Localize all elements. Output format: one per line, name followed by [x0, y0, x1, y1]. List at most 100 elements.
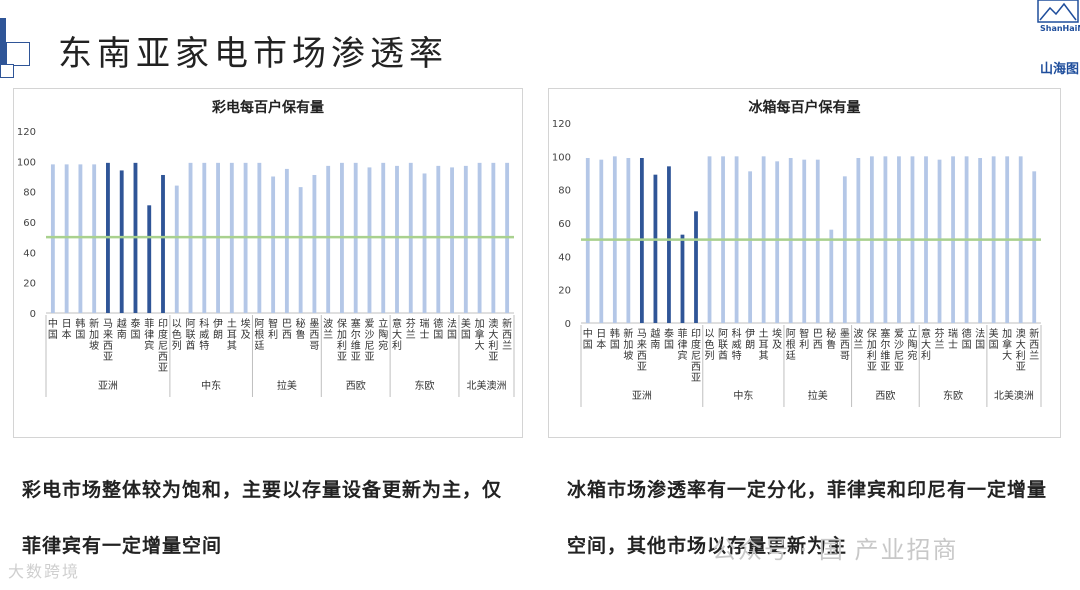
bar-意大利 — [395, 165, 399, 313]
category-label-中国: 国 — [583, 339, 593, 351]
bar-瑞士 — [422, 173, 427, 313]
bar-秘鲁 — [829, 229, 834, 323]
category-label-德国: 国 — [962, 339, 972, 351]
group-label-中东: 中东 — [733, 389, 753, 402]
category-label-美国: 国 — [461, 329, 471, 341]
bar-以色列 — [174, 185, 179, 313]
bar-印度尼西亚 — [161, 174, 165, 313]
category-label-巴西: 巴 — [282, 318, 292, 330]
category-label-保加利亚: 保 — [337, 317, 347, 330]
y-tick-label: 20 — [558, 286, 571, 297]
category-label-新西兰: 兰 — [1029, 349, 1039, 362]
category-label-以色列: 以 — [705, 329, 715, 340]
category-label-以色列: 以 — [172, 319, 182, 330]
category-label-意大利: 利 — [921, 350, 931, 362]
category-label-土耳其: 其 — [227, 340, 237, 352]
category-label-新西兰: 新 — [1029, 327, 1039, 340]
category-label-墨西哥: 西 — [840, 340, 850, 351]
category-label-新加坡: 新 — [89, 317, 99, 330]
category-label-菲律宾: 菲 — [144, 318, 154, 330]
category-label-波兰: 波 — [853, 327, 863, 340]
logo-text: ShanHaiM — [1040, 24, 1080, 33]
group-label-西欧: 西欧 — [875, 390, 895, 402]
group-label-北美澳洲: 北美澳洲 — [994, 389, 1034, 402]
category-label-越南: 南 — [650, 338, 660, 351]
category-label-新西兰: 兰 — [502, 339, 512, 352]
corner-decoration — [0, 18, 6, 64]
logo-cn-text: 山海图 — [1040, 62, 1080, 77]
category-label-新加坡: 加 — [623, 339, 633, 351]
bar-印度尼西亚 — [694, 211, 698, 323]
category-label-马来西亚: 亚 — [103, 352, 113, 363]
bar-菲律宾 — [680, 234, 685, 323]
category-label-立陶宛: 宛 — [907, 349, 917, 362]
category-label-澳大利亚: 澳 — [488, 317, 498, 330]
category-label-塞尔维亚: 塞 — [880, 327, 890, 340]
category-label-美国: 美 — [989, 327, 999, 340]
category-label-塞尔维亚: 尔 — [351, 328, 361, 341]
category-label-韩国: 韩 — [610, 327, 620, 340]
category-label-埃及: 及 — [241, 329, 251, 341]
bar-越南 — [119, 170, 124, 313]
caption-fridge: 冰箱市场渗透率有一定分化，菲律宾和印尼有一定增量空间，其他市场以存量更新为主 — [567, 479, 1048, 557]
category-label-印度尼西亚: 度 — [158, 328, 168, 341]
category-label-科威特: 威 — [732, 338, 742, 351]
category-label-巴西: 巴 — [813, 328, 823, 340]
group-label-亚洲: 亚洲 — [98, 380, 118, 392]
bar-巴西 — [815, 159, 820, 323]
bar-泰国 — [667, 166, 671, 323]
category-label-以色列: 列 — [172, 339, 182, 352]
category-label-日本: 日 — [62, 319, 72, 330]
category-label-新西兰: 新 — [502, 317, 512, 330]
tv-ownership-bar-chart: 020406080100120中国日本韩国新加坡马来西亚越南泰国菲律宾印度尼西亚… — [17, 127, 515, 397]
category-label-印度尼西亚: 尼 — [158, 340, 168, 352]
category-label-土耳其: 耳 — [759, 339, 769, 351]
category-label-法国: 国 — [975, 339, 985, 351]
bar-美国 — [463, 165, 468, 313]
category-label-保加利亚: 加 — [867, 339, 877, 351]
category-label-塞尔维亚: 尔 — [880, 338, 890, 351]
category-label-芬兰: 芬 — [935, 328, 945, 340]
category-label-澳大利亚: 利 — [1016, 350, 1026, 362]
category-label-日本: 本 — [62, 328, 72, 341]
category-label-爱沙尼亚: 亚 — [894, 362, 904, 373]
group-label-亚洲: 亚洲 — [632, 390, 652, 402]
category-label-瑞士: 士 — [948, 338, 958, 351]
category-label-德国: 德 — [962, 327, 972, 340]
category-label-巴西: 西 — [813, 340, 823, 351]
category-label-保加利亚: 加 — [337, 329, 347, 341]
category-label-德国: 德 — [433, 317, 443, 330]
category-label-泰国: 国 — [130, 329, 140, 341]
y-tick-label: 100 — [552, 152, 571, 163]
category-label-美国: 美 — [461, 317, 471, 330]
category-label-新西兰: 西 — [1029, 340, 1039, 351]
y-tick-label: 120 — [17, 127, 36, 138]
category-label-土耳其: 土 — [227, 317, 237, 330]
corner-decoration-outline — [6, 42, 30, 66]
category-label-波兰: 兰 — [853, 338, 863, 351]
category-label-阿联酋: 联 — [718, 339, 728, 351]
category-label-越南: 越 — [117, 317, 127, 330]
category-label-以色列: 色 — [172, 328, 182, 341]
bar-爱沙尼亚 — [367, 167, 372, 313]
category-label-意大利: 意 — [392, 317, 402, 330]
tv-chart-panel: 彩电每百户保有量 0 20 40 60 80 100 120 中国日本韩国新加坡马来西亚越南泰… — [13, 88, 523, 438]
category-label-塞尔维亚: 亚 — [880, 362, 890, 373]
category-label-印度尼西亚: 西 — [158, 352, 168, 363]
category-label-爱沙尼亚: 尼 — [894, 350, 904, 362]
chart-title: 彩电每百户保有量 — [212, 100, 324, 116]
shanhai-logo-icon — [1037, 0, 1079, 23]
bar-越南 — [653, 174, 658, 323]
group-label-北美澳洲: 北美澳洲 — [466, 379, 506, 392]
category-label-芬兰: 芬 — [406, 318, 416, 330]
category-label-菲律宾: 律 — [144, 328, 154, 341]
category-label-新加坡: 坡 — [623, 349, 633, 362]
category-label-美国: 国 — [989, 339, 999, 351]
category-label-瑞士: 瑞 — [948, 328, 958, 340]
category-label-智利: 利 — [799, 339, 809, 351]
category-label-新西兰: 西 — [502, 330, 512, 341]
category-label-澳大利亚: 利 — [488, 340, 498, 352]
bar-新西兰 — [1032, 171, 1037, 323]
category-label-马来西亚: 来 — [637, 339, 647, 351]
category-label-澳大利亚: 亚 — [488, 352, 498, 363]
